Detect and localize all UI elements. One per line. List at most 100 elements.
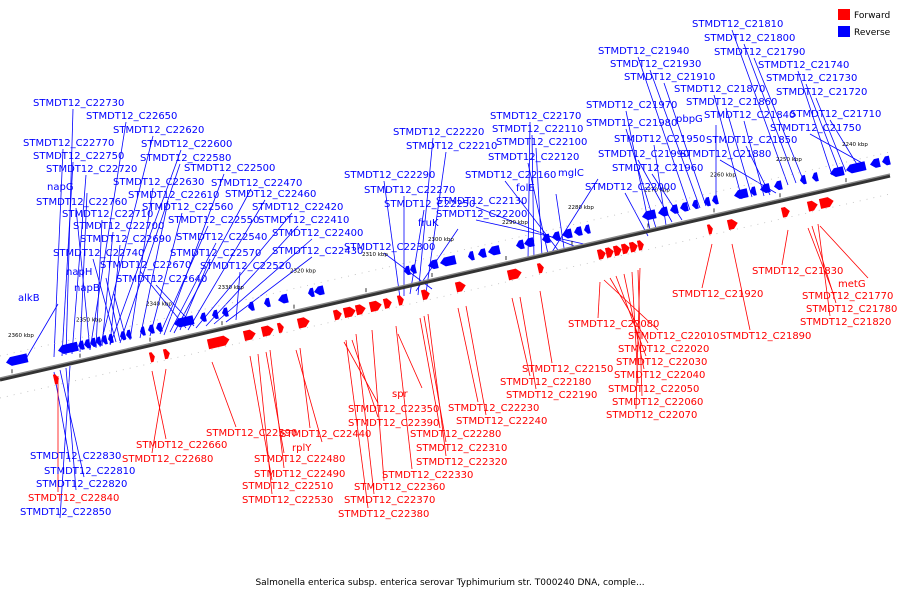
reverse-gene-feature bbox=[404, 265, 411, 276]
label-connector-line bbox=[817, 223, 831, 317]
label-connector-line bbox=[649, 69, 701, 209]
label-connector-line bbox=[815, 97, 847, 173]
gene-label-stmdt12_c22770: STMDT12_C22770 bbox=[23, 138, 114, 149]
reverse-gene-feature bbox=[584, 224, 591, 234]
axis-tick-label: 2300 kbp bbox=[428, 237, 454, 243]
label-connector-line bbox=[61, 161, 74, 357]
gene-label-stmdt12_c22750: STMDT12_C22750 bbox=[33, 151, 124, 162]
gene-label-stmdt12_c22330: STMDT12_C22330 bbox=[382, 470, 473, 481]
label-connector-line bbox=[457, 307, 479, 403]
gene-label-stmdt12_c22060: STMDT12_C22060 bbox=[612, 397, 703, 408]
axis-tick-label: 2260 kbp bbox=[710, 172, 736, 178]
gene-label-fruk: fruK bbox=[418, 218, 439, 229]
gene-label-stmdt12_c21950: STMDT12_C21950 bbox=[614, 134, 705, 145]
gene-label-stmdt12_c22300: STMDT12_C22300 bbox=[344, 242, 435, 253]
forward-gene-feature bbox=[628, 241, 638, 253]
gene-label-stmdt12_c21930: STMDT12_C21930 bbox=[610, 59, 701, 70]
gene-label-alkb: alkB bbox=[18, 293, 40, 304]
reverse-gene-feature bbox=[222, 307, 229, 317]
reverse-gene-feature bbox=[800, 174, 807, 185]
label-connector-line bbox=[23, 303, 59, 363]
axis-tick-label: 2270 kbp bbox=[644, 187, 670, 193]
label-connector-line bbox=[53, 148, 64, 358]
forward-gene-feature bbox=[706, 224, 713, 235]
forward-gene-feature bbox=[396, 295, 404, 306]
label-connector-line bbox=[781, 229, 789, 266]
gene-label-stmdt12_c21820: STMDT12_C21820 bbox=[800, 317, 891, 328]
gene-label-stmdt12_c22760: STMDT12_C22760 bbox=[36, 197, 127, 208]
label-connector-line bbox=[539, 290, 553, 364]
label-connector-line bbox=[211, 361, 237, 428]
gene-features bbox=[6, 155, 891, 385]
gene-label-stmdt12_c22120: STMDT12_C22120 bbox=[488, 152, 579, 163]
reverse-gene-feature bbox=[516, 239, 525, 250]
forward-gene-feature bbox=[726, 219, 738, 231]
gene-label-stmdt12_c22620: STMDT12_C22620 bbox=[113, 125, 204, 136]
reverse-gene-feature bbox=[712, 195, 719, 205]
reverse-gene-feature bbox=[658, 206, 669, 217]
axis-tick-label: 2340 kbp bbox=[146, 302, 172, 308]
label-connector-line bbox=[187, 199, 266, 331]
gene-label-stmdt12_c22180: STMDT12_C22180 bbox=[500, 377, 591, 388]
legend-label-forward: Forward bbox=[854, 11, 890, 21]
gene-label-stmdt12_c22810: STMDT12_C22810 bbox=[44, 466, 135, 477]
gene-label-stmdt12_c22530: STMDT12_C22530 bbox=[242, 495, 333, 506]
label-connector-line bbox=[101, 231, 114, 347]
genome-axis-line bbox=[0, 174, 891, 382]
forward-gene-feature bbox=[806, 200, 818, 212]
gene-label-stmdt12_c22660: STMDT12_C22660 bbox=[136, 440, 227, 451]
gene-label-stmdt12_c21810: STMDT12_C21810 bbox=[692, 19, 783, 30]
label-connector-line bbox=[635, 267, 641, 410]
gene-label-stmdt12_c22100: STMDT12_C22100 bbox=[496, 137, 587, 148]
gene-label-stmdt12_c22250: STMDT12_C22250 bbox=[384, 199, 475, 210]
map-caption: Salmonella enterica subsp. enterica sero… bbox=[255, 578, 645, 588]
gene-label-stmdt12_c22290: STMDT12_C22290 bbox=[344, 170, 435, 181]
label-connector-line bbox=[109, 149, 182, 346]
label-connector-line bbox=[713, 94, 743, 200]
label-connector-line bbox=[149, 212, 183, 337]
gene-label-stmdt12_c21980: STMDT12_C21980 bbox=[586, 118, 677, 129]
gene-label-stmdt12_c22700: STMDT12_C22700 bbox=[73, 221, 164, 232]
gene-label-stmdt12_c22170: STMDT12_C22170 bbox=[490, 111, 581, 122]
reverse-gene-feature bbox=[314, 285, 325, 296]
gene-label-stmdt12_c21880: STMDT12_C21880 bbox=[680, 149, 771, 160]
reverse-gene-feature bbox=[108, 333, 114, 344]
genome-axis-highlight bbox=[0, 173, 891, 379]
gene-label-stmdt12_c22000: STMDT12_C22000 bbox=[585, 182, 676, 193]
legend-swatch-forward bbox=[838, 9, 850, 20]
label-connector-line bbox=[59, 369, 85, 478]
gene-label-stmdt12_c22560: STMDT12_C22560 bbox=[142, 202, 233, 213]
label-connector-line bbox=[105, 277, 121, 342]
label-connector-line bbox=[425, 151, 447, 294]
label-connector-line bbox=[731, 29, 789, 186]
gene-label-stmdt12_c21970: STMDT12_C21970 bbox=[586, 100, 677, 111]
gene-label-stmdt12_c22580: STMDT12_C22580 bbox=[140, 153, 231, 164]
label-connector-line bbox=[119, 163, 181, 344]
forward-gene-feature bbox=[612, 245, 622, 257]
forward-gene-feature bbox=[636, 240, 644, 251]
gene-label-stmdt12_c22820: STMDT12_C22820 bbox=[36, 479, 127, 490]
forward-gene-feature bbox=[260, 325, 274, 337]
gene-label-pbpg: pbpG bbox=[676, 114, 703, 125]
reverse-gene-feature bbox=[278, 293, 289, 304]
reverse-gene-feature bbox=[96, 336, 102, 346]
gene-label-stmdt12_c22320: STMDT12_C22320 bbox=[416, 457, 507, 468]
forward-gene-feature bbox=[148, 352, 155, 363]
gene-label-stmdt12_c22720: STMDT12_C22720 bbox=[46, 164, 137, 175]
forward-gene-feature bbox=[162, 348, 170, 360]
genome-axis: 2360 kbp 2350 kbp 2340 kbp 2330 kbp 2320 kbp… bbox=[0, 142, 891, 399]
gene-label-stmdt12_c21990: STMDT12_C21990 bbox=[598, 149, 689, 160]
reverse-gene-feature bbox=[126, 329, 132, 339]
gene-label-stmdt12_c22540: STMDT12_C22540 bbox=[176, 232, 267, 243]
label-connector-line bbox=[419, 317, 441, 429]
label-connector-line bbox=[173, 188, 252, 334]
gene-label-stmdt12_c22440: STMDT12_C22440 bbox=[280, 429, 371, 440]
label-connector-line bbox=[139, 270, 187, 329]
label-connector-line bbox=[159, 225, 209, 335]
label-connector-line bbox=[65, 108, 74, 356]
label-connector-line bbox=[129, 187, 154, 341]
gene-label-stmdt12_c22130: STMDT12_C22130 bbox=[436, 196, 527, 207]
reverse-gene-feature bbox=[692, 199, 699, 210]
reverse-gene-feature bbox=[78, 340, 85, 350]
